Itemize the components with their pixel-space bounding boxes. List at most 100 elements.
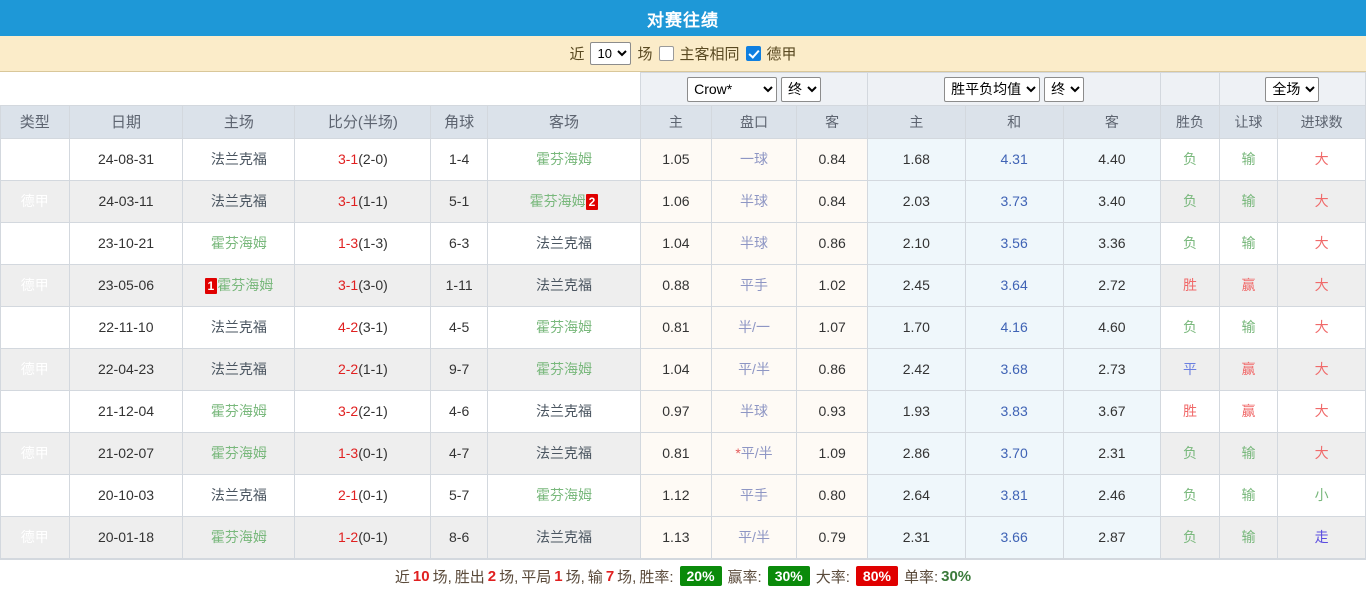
table-row[interactable]: 德甲 23-10-21 霍芬海姆 1-3(1-3) 6-3 法兰克福 1.04 半球 0.86 2…	[0, 221, 1366, 265]
cell-home-team[interactable]: 法兰克福	[182, 347, 296, 391]
cell-home-team[interactable]: 霍芬海姆	[182, 515, 296, 559]
cell-away-team[interactable]: 霍芬海姆	[486, 137, 642, 181]
cell-corner: 4-7	[430, 431, 488, 475]
league-checkbox[interactable]	[745, 46, 761, 61]
summary-bigrate-label: 大率:	[815, 568, 850, 586]
cell-handicap-line: 半/一	[710, 305, 798, 349]
score-fulltime: 1-2	[337, 529, 359, 545]
home-team-name: 法兰克福	[210, 487, 267, 503]
table-row[interactable]: 德甲 21-12-04 霍芬海姆 3-2(2-1) 4-6 法兰克福 0.97 半球 0.93 1…	[0, 389, 1366, 433]
match-count-select[interactable]: 6102030	[590, 42, 632, 65]
cell-home-team[interactable]: 1 霍芬海姆	[182, 263, 296, 307]
table-row[interactable]: 德甲 21-02-07 霍芬海姆 1-3(0-1) 4-7 法兰克福 0.81 *平/半 1.0…	[0, 431, 1366, 475]
cell-away-team[interactable]: 法兰克福	[486, 431, 642, 475]
col-header-corner[interactable]: 角球	[430, 104, 488, 139]
cell-score[interactable]: 1-2(0-1)	[294, 515, 432, 559]
cell-away-team[interactable]: 霍芬海姆	[486, 473, 642, 517]
table-row[interactable]: 德甲 22-11-10 法兰克福 4-2(3-1) 4-5 霍芬海姆 0.81 半/一 1.07…	[0, 305, 1366, 349]
home-rank-badge: 1	[204, 278, 218, 295]
col-header-hcp-home[interactable]: 主	[640, 104, 712, 139]
col-header-odds-away[interactable]: 客	[1062, 104, 1162, 139]
cell-away-team[interactable]: 法兰克福	[486, 389, 642, 433]
odds-phase-select[interactable]: 终初	[1044, 76, 1085, 102]
league-badge-label: 德甲	[20, 529, 49, 545]
summary-draw: 1	[554, 567, 563, 585]
cell-away-team[interactable]: 霍芬海姆 2	[486, 179, 642, 223]
home-team-name: 霍芬海姆	[210, 529, 267, 545]
summary-oddrate: 30%	[941, 567, 972, 585]
cell-home-team[interactable]: 法兰克福	[182, 305, 296, 349]
cell-home-team[interactable]: 法兰克福	[182, 179, 296, 223]
cell-score[interactable]: 3-1(1-1)	[294, 179, 432, 223]
col-header-away[interactable]: 客场	[486, 104, 642, 139]
summary-hcprate-label: 赢率:	[727, 568, 762, 586]
score-fulltime: 3-2	[337, 403, 359, 419]
score-halftime: (0-1)	[358, 529, 388, 545]
cell-home-team[interactable]: 霍芬海姆	[182, 221, 296, 265]
table-row[interactable]: 德甲 24-08-31 法兰克福 3-1(2-0) 1-4 霍芬海姆 1.05 一球 0.84 1…	[0, 137, 1366, 181]
cell-goals-result: 大	[1277, 221, 1366, 265]
cell-home-team[interactable]: 法兰克福	[182, 137, 296, 181]
col-header-odds-draw[interactable]: 和	[964, 104, 1064, 139]
col-header-odds-home[interactable]: 主	[866, 104, 966, 139]
cell-goals-result: 大	[1277, 431, 1366, 475]
score-fulltime: 3-1	[337, 151, 359, 167]
cell-date: 23-05-06	[68, 263, 184, 307]
cell-odds-home: 1.68	[866, 137, 966, 181]
handicap-line-label: 平手	[740, 487, 768, 503]
score-halftime: (1-1)	[358, 361, 388, 377]
cell-odds-draw: 3.83	[964, 389, 1064, 433]
cell-goals-result: 大	[1277, 347, 1366, 391]
col-header-type[interactable]: 类型	[0, 104, 70, 139]
cell-score[interactable]: 3-2(2-1)	[294, 389, 432, 433]
odds-selector-cell: 胜平负均值Crow*Bet365 终初	[866, 72, 1162, 105]
home-team-name: 霍芬海姆	[210, 445, 267, 461]
table-row[interactable]: 德甲 20-10-03 法兰克福 2-1(0-1) 5-7 霍芬海姆 1.12 平手 0.80 2…	[0, 473, 1366, 517]
cell-goals-result: 大	[1277, 137, 1366, 181]
col-header-date[interactable]: 日期	[68, 104, 184, 139]
handicap-phase-select[interactable]: 终初	[780, 76, 821, 102]
scope-select[interactable]: 全场半场	[1265, 76, 1320, 102]
col-header-home[interactable]: 主场	[182, 104, 296, 139]
summary-lose: 7	[605, 567, 615, 585]
cell-date: 22-04-23	[68, 347, 184, 391]
table-row[interactable]: 德甲 24-03-11 法兰克福 3-1(1-1) 5-1 霍芬海姆 2 1.06 半球 0.84…	[0, 179, 1366, 223]
cell-home-team[interactable]: 霍芬海姆	[182, 431, 296, 475]
handicap-line-label: 一球	[740, 151, 768, 167]
score-halftime: (0-1)	[358, 487, 388, 503]
cell-score[interactable]: 4-2(3-1)	[294, 305, 432, 349]
league-filter-label: 德甲	[766, 46, 797, 63]
cell-away-team[interactable]: 法兰克福	[486, 263, 642, 307]
table-row[interactable]: 德甲 20-01-18 霍芬海姆 1-2(0-1) 8-6 法兰克福 1.13 平/半 0.79…	[0, 515, 1366, 559]
table-row[interactable]: 德甲 22-04-23 法兰克福 2-2(1-1) 9-7 霍芬海姆 1.04 平/半 0.86…	[0, 347, 1366, 391]
scope-selector-cell: 全场半场	[1218, 72, 1366, 105]
cell-score[interactable]: 3-1(2-0)	[294, 137, 432, 181]
odds-type-select[interactable]: 胜平负均值Crow*Bet365	[944, 76, 1041, 102]
cell-odds-draw: 3.64	[964, 263, 1064, 307]
cell-handicap-away: 1.02	[796, 263, 868, 307]
cell-away-team[interactable]: 霍芬海姆	[486, 347, 642, 391]
cell-handicap-result: 赢	[1218, 347, 1279, 391]
col-header-hcp-away[interactable]: 客	[796, 104, 868, 139]
col-header-handicap-result[interactable]: 让球	[1218, 104, 1279, 139]
table-row[interactable]: 德甲 23-05-06 1 霍芬海姆 3-1(3-0) 1-11 法兰克福 0.88 平手 1.0…	[0, 263, 1366, 307]
col-header-hcp-line[interactable]: 盘口	[710, 104, 798, 139]
cell-score[interactable]: 3-1(3-0)	[294, 263, 432, 307]
col-header-score[interactable]: 比分(半场)	[294, 104, 432, 139]
cell-score[interactable]: 1-3(0-1)	[294, 431, 432, 475]
cell-score[interactable]: 2-2(1-1)	[294, 347, 432, 391]
cell-away-team[interactable]: 霍芬海姆	[486, 305, 642, 349]
cell-away-team[interactable]: 法兰克福	[486, 515, 642, 559]
cell-handicap-home: 0.81	[640, 305, 712, 349]
cell-home-team[interactable]: 霍芬海姆	[182, 389, 296, 433]
col-header-goals-result[interactable]: 进球数	[1277, 104, 1366, 139]
cell-odds-draw: 3.56	[964, 221, 1064, 265]
cell-home-team[interactable]: 法兰克福	[182, 473, 296, 517]
cell-score[interactable]: 2-1(0-1)	[294, 473, 432, 517]
bookmaker-select[interactable]: Crow*Bet365Macauslot	[687, 76, 778, 102]
same-venue-checkbox[interactable]	[658, 46, 674, 61]
col-header-result[interactable]: 胜负	[1160, 104, 1220, 139]
cell-odds-home: 2.10	[866, 221, 966, 265]
cell-away-team[interactable]: 法兰克福	[486, 221, 642, 265]
cell-score[interactable]: 1-3(1-3)	[294, 221, 432, 265]
